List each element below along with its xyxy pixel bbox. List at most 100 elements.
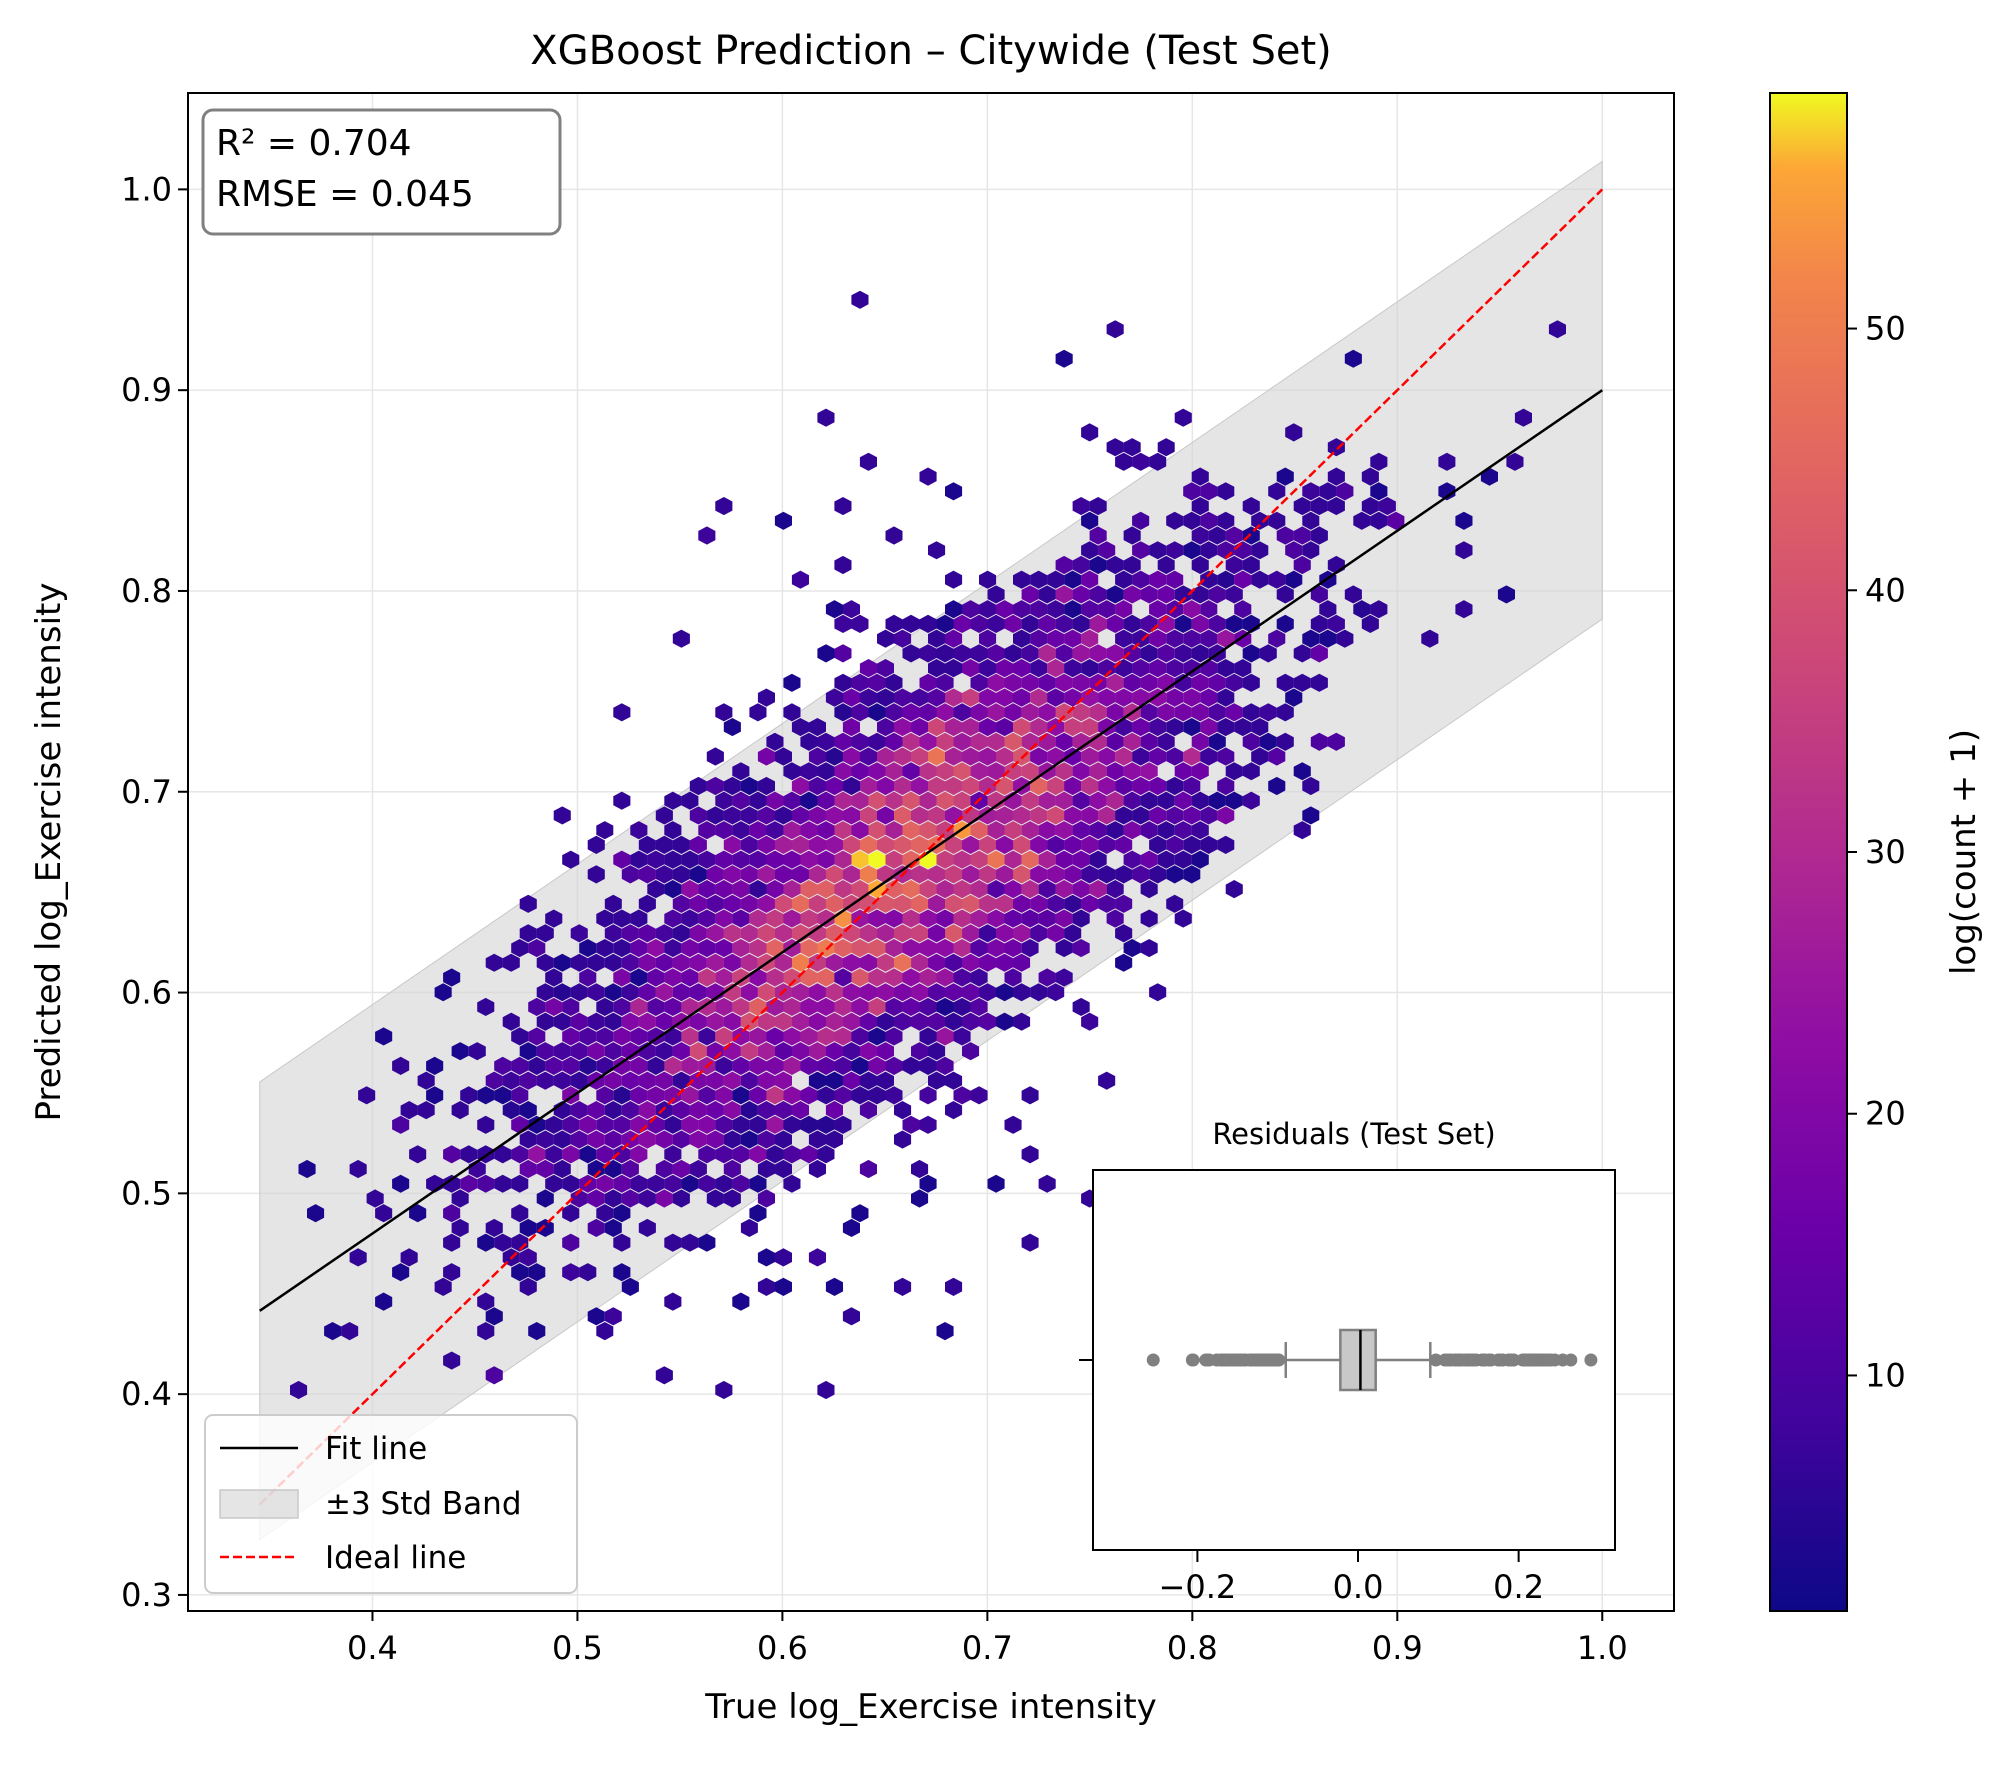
hexbin-cell [970,673,988,692]
hexbin-cell [1327,438,1345,457]
hexbin-cell [562,850,580,869]
hexbin-cell [1149,718,1167,737]
hexbin-cell [1183,482,1201,501]
hexbin-cell [426,1086,444,1105]
hexbin-cell [1234,718,1252,737]
hexbin-cell [689,1101,707,1120]
hexbin-cell [1480,467,1498,486]
hexbin-cell [962,1012,980,1031]
hexbin-cell [1276,467,1294,486]
hexbin-cell [911,1042,929,1061]
hexbin-cell [825,1101,843,1120]
hexbin-cell [783,1174,801,1193]
hexbin-cell [553,1071,571,1090]
colorbar-tick-label: 50 [1865,310,1906,348]
hexbin-cell [715,703,733,722]
hexbin-cell [1081,423,1099,442]
hexbin-cell [962,659,980,678]
hexbin-cell [945,1071,963,1090]
hexbin-cell [1378,497,1396,516]
hexbin-cell [1276,673,1294,692]
inset-title: Residuals (Test Set) [1212,1117,1495,1151]
hexbin-cell [825,953,843,972]
hexbin-cell [902,909,920,928]
hexbin-cell [715,1056,733,1075]
hexbin-cell [859,776,877,796]
hexbin-cell [1030,659,1048,678]
hexbin-cell [1115,688,1133,707]
hexbin-cell [1115,776,1133,796]
hexbin-cell [1132,659,1150,678]
hexbin-cell [630,1174,648,1193]
hexbin-cell [647,880,665,899]
hexbin-cell [1106,880,1124,899]
hexbin-cell [1021,585,1039,604]
hexbin-cell [1030,865,1048,884]
hexbin-cell [1038,909,1056,928]
hexbin-cell [621,953,639,972]
hexbin-cell [1047,659,1065,678]
hexbin-cell [757,688,775,707]
hexbin-cell [817,1056,835,1075]
hexbin-cell [553,953,571,972]
hexbin-cell [911,806,929,825]
hexbin-cell [1268,629,1286,648]
hexbin-cell [664,1056,682,1075]
hexbin-cell [621,865,639,884]
hexbin-cell [1191,614,1209,633]
hexbin-cell [1081,835,1099,854]
y-tick-label: 0.7 [121,773,172,811]
hexbin-cell [817,1145,835,1164]
hexbin-cell [834,555,852,575]
hexbin-cell [392,1174,410,1193]
hexbin-cell [825,747,843,766]
hexbin-cell [817,1086,835,1105]
hexbin-cell [655,953,673,972]
hexbin-cell [757,1189,775,1208]
hexbin-cell [706,1189,724,1208]
hexbin-cell [987,703,1005,722]
hexbin-cell [783,1027,801,1046]
hexbin-cell [630,909,648,928]
hexbin-cell [791,983,809,1002]
hexbin-cell [911,747,929,766]
hexbin-cell [825,835,843,854]
hexbin-cell [987,1174,1005,1193]
hexbin-cell [987,850,1005,869]
hexbin-cell [604,953,622,972]
y-tick-label: 0.3 [121,1576,172,1614]
hexbin-cell [902,850,920,869]
hexbin-cell [638,1218,656,1237]
hexbin-cell [842,1071,860,1090]
hexbin-cell [519,1130,537,1149]
outlier-point [1235,1353,1249,1367]
hexbin-cell [1055,850,1073,869]
hexbin-cell [877,629,894,648]
hexbin-cell [689,953,707,972]
hexbin-cell [587,1130,605,1149]
hexbin-cell [851,821,869,840]
hexbin-cell [817,968,835,987]
hexbin-cell [1089,732,1107,751]
hexbin-cell [1038,968,1056,987]
hexbin-cell [987,791,1005,810]
hexbin-cell [613,1174,631,1193]
hexbin-cell [996,600,1014,619]
hexbin-cell [485,1307,503,1326]
hexbin-cell [774,1159,792,1179]
hexbin-cell [494,1145,512,1164]
hexbin-cell [928,983,946,1002]
hexbin-cell [1183,747,1201,766]
hexbin-cell [774,1012,792,1031]
hexbin-cell [774,1042,792,1061]
hexbin-cell [851,614,869,633]
hexbin-cell [613,1145,631,1164]
hexbin-cell [1268,482,1286,501]
hexbin-cell [825,1277,843,1296]
hexbin-cell [979,570,997,589]
hexbin-cell [783,1086,801,1105]
hexbin-cell [885,909,903,928]
hexbin-cell [859,983,877,1002]
hexbin-cell [570,1012,588,1031]
